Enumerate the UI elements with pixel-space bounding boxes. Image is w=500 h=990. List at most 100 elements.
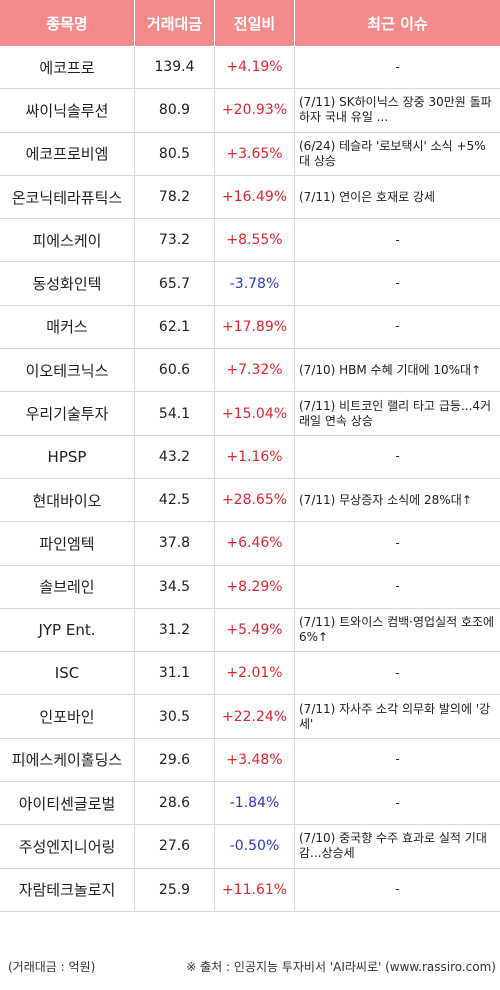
stock-name: 주성엔지니어링 — [0, 825, 135, 868]
trade-volume: 139.4 — [135, 46, 215, 89]
stock-name: 자람테크놀로지 — [0, 868, 135, 911]
trade-volume: 29.6 — [135, 738, 215, 782]
stock-name: 에코프로 — [0, 46, 135, 89]
recent-issue-text: (7/11) 자사주 소각 의무화 발의에 '강세' — [299, 701, 491, 731]
table-row: 현대바이오 42.5 +28.65% (7/11) 무상증자 소식에 28%대↑ — [0, 478, 500, 523]
price-change: -1.84% — [215, 782, 295, 825]
recent-issue-text: (6/24) 테슬라 '로보택시' 소식 +5%대 상승 — [299, 138, 486, 168]
price-change: +15.04% — [215, 392, 295, 435]
unit-note: (거래대금 : 억원) — [8, 959, 96, 974]
table-row: 온코닉테라퓨틱스 78.2 +16.49% (7/11) 연이은 호재로 강세 — [0, 175, 500, 220]
table-row: 매커스 62.1 +17.89% - — [0, 305, 500, 350]
recent-issue: (7/11) 연이은 호재로 강세 — [295, 176, 500, 218]
trade-volume: 60.6 — [135, 349, 215, 392]
table-row: ISC 31.1 +2.01% - — [0, 652, 500, 696]
header-volume: 거래대금 — [135, 0, 215, 46]
price-change: +17.89% — [215, 305, 295, 349]
trade-volume: 28.6 — [135, 782, 215, 825]
trade-volume: 34.5 — [135, 565, 215, 608]
recent-issue-text: - — [395, 276, 400, 291]
recent-issue-text: (7/11) SK하이닉스 장중 30만원 돌파하자 국내 유일 ... — [299, 95, 492, 125]
trade-volume: 54.1 — [135, 392, 215, 435]
recent-issue-text: (7/10) HBM 수혜 기대에 10%대↑ — [299, 362, 482, 377]
trade-volume: 80.9 — [135, 89, 215, 132]
stock-name: JYP Ent. — [0, 608, 135, 652]
recent-issue-text: - — [395, 59, 400, 74]
recent-issue-text: - — [395, 752, 400, 767]
table-row: 자람테크놀로지 25.9 +11.61% - — [0, 868, 500, 912]
stock-name: 이오테크닉스 — [0, 349, 135, 392]
table-row: 피에스케이 73.2 +8.55% - — [0, 219, 500, 263]
price-change: +11.61% — [215, 868, 295, 911]
price-change: +20.93% — [215, 89, 295, 132]
recent-issue-text: - — [395, 449, 400, 464]
table-row: 싸이닉솔루션 80.9 +20.93% (7/11) SK하이닉스 장중 30만원 돌… — [0, 89, 500, 133]
source-note: ※ 출처 : 인공지능 투자비서 'AI라씨로' (www.rassiro.co… — [186, 959, 496, 974]
header-change: 전일비 — [215, 0, 295, 46]
trade-volume: 80.5 — [135, 132, 215, 175]
trade-volume: 42.5 — [135, 478, 215, 522]
recent-issue-text: (7/11) 연이은 호재로 강세 — [299, 189, 436, 204]
recent-issue: (7/11) SK하이닉스 장중 30만원 돌파하자 국내 유일 ... — [295, 89, 500, 131]
recent-issue: (7/10) HBM 수혜 기대에 10%대↑ — [295, 349, 500, 391]
recent-issue: - — [295, 652, 500, 694]
recent-issue-text: (7/11) 트와이스 컴백·영업실적 호조에 6%↑ — [299, 615, 495, 644]
table-header: 종목명 거래대금 전일비 최근 이슈 — [0, 0, 500, 46]
stock-name: HPSP — [0, 435, 135, 478]
stock-name: 현대바이오 — [0, 478, 135, 522]
trade-volume: 78.2 — [135, 175, 215, 219]
price-change: +8.55% — [215, 219, 295, 262]
price-change: +6.46% — [215, 522, 295, 565]
table-row: 아이티센글로벌 28.6 -1.84% - — [0, 782, 500, 826]
stock-name: 솔브레인 — [0, 565, 135, 608]
table-row: 우리기술투자 54.1 +15.04% (7/11) 비트코인 랠리 타고 급등...… — [0, 392, 500, 436]
recent-issue: - — [295, 566, 500, 608]
trade-volume: 73.2 — [135, 219, 215, 262]
trade-volume: 30.5 — [135, 695, 215, 738]
recent-issue-text: - — [395, 319, 400, 334]
stock-name: 우리기술투자 — [0, 392, 135, 435]
recent-issue: (6/24) 테슬라 '로보택시' 소식 +5%대 상승 — [295, 133, 500, 175]
recent-issue: - — [295, 436, 500, 478]
recent-issue: - — [295, 869, 500, 911]
recent-issue-text: - — [395, 535, 400, 550]
recent-issue: (7/10) 중국향 수주 효과로 실적 기대감...상승세 — [295, 825, 500, 867]
recent-issue-text: - — [395, 795, 400, 810]
table-row: 동성화인텍 65.7 -3.78% - — [0, 262, 500, 306]
trade-volume: 31.1 — [135, 652, 215, 695]
recent-issue: - — [295, 46, 500, 88]
recent-issue: (7/11) 자사주 소각 의무화 발의에 '강세' — [295, 695, 500, 737]
price-change: +16.49% — [215, 175, 295, 219]
stock-name: 피에스케이홀딩스 — [0, 738, 135, 782]
recent-issue-text: - — [395, 232, 400, 247]
trade-volume: 43.2 — [135, 435, 215, 478]
table-row: 주성엔지니어링 27.6 -0.50% (7/10) 중국향 수주 효과로 실적 기대… — [0, 825, 500, 869]
price-change: +8.29% — [215, 565, 295, 608]
price-change: +2.01% — [215, 652, 295, 695]
price-change: +3.48% — [215, 738, 295, 782]
header-name: 종목명 — [0, 0, 135, 46]
recent-issue: - — [295, 306, 500, 348]
table-row: 피에스케이홀딩스 29.6 +3.48% - — [0, 738, 500, 783]
recent-issue-text: - — [395, 579, 400, 594]
trade-volume: 62.1 — [135, 305, 215, 349]
recent-issue: - — [295, 782, 500, 824]
price-change: +1.16% — [215, 435, 295, 478]
trade-volume: 65.7 — [135, 262, 215, 305]
stock-name: 에코프로비엠 — [0, 132, 135, 175]
recent-issue-text: - — [395, 882, 400, 897]
stock-name: ISC — [0, 652, 135, 695]
recent-issue: (7/11) 무상증자 소식에 28%대↑ — [295, 479, 500, 521]
stock-name: 아이티센글로벌 — [0, 782, 135, 825]
recent-issue: - — [295, 219, 500, 261]
trade-volume: 31.2 — [135, 608, 215, 652]
recent-issue-text: - — [395, 665, 400, 680]
recent-issue-text: (7/11) 비트코인 랠리 타고 급등...4거래일 연속 상승 — [299, 398, 492, 428]
table-row: 파인엠텍 37.8 +6.46% - — [0, 522, 500, 566]
stock-name: 동성화인텍 — [0, 262, 135, 305]
price-change: +7.32% — [215, 349, 295, 392]
table-row: 인포바인 30.5 +22.24% (7/11) 자사주 소각 의무화 발의에 '강세… — [0, 695, 500, 739]
table-row: JYP Ent. 31.2 +5.49% (7/11) 트와이스 컴백·영업실적 호조… — [0, 608, 500, 653]
table-row: HPSP 43.2 +1.16% - — [0, 435, 500, 479]
price-change: +28.65% — [215, 478, 295, 522]
